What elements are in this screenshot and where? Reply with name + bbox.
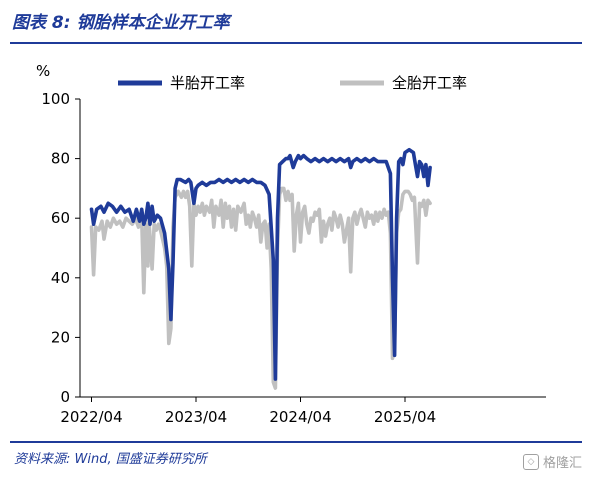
chart-series	[89, 147, 432, 390]
legend-label: 全胎开工率	[392, 74, 467, 92]
footer-rule	[10, 441, 582, 443]
series-line-半胎开工率	[89, 147, 432, 381]
x-tick-label: 2022/04	[60, 408, 122, 426]
chart-legend: 半胎开工率 全胎开工率	[118, 74, 467, 92]
title-rule	[10, 42, 582, 44]
chart-axes: % 0 20 40 60 80 100 2022/04 2023/04 2024/04 2025/0…	[36, 62, 546, 426]
source-note: 资料来源: Wind, 国盛证券研究所	[14, 452, 207, 467]
figure-title: 图表 8: 钢胎样本企业开工率	[12, 13, 230, 33]
watermark-text: 格隆汇	[542, 456, 582, 471]
y-tick-label: 20	[51, 328, 70, 346]
y-tick-label: 60	[51, 209, 70, 227]
y-tick-label: 100	[41, 90, 70, 108]
watermark: ◇ 格隆汇	[522, 452, 582, 471]
y-tick-label: 40	[51, 269, 70, 287]
x-tick-label: 2023/04	[165, 408, 227, 426]
y-axis-unit-label: %	[36, 62, 50, 80]
x-tick-label: 2024/04	[269, 408, 331, 426]
x-tick-label: 2025/04	[374, 408, 436, 426]
series-line-全胎开工率	[89, 186, 432, 390]
y-tick-label: 80	[51, 150, 70, 168]
y-tick-label: 0	[60, 388, 70, 406]
watermark-logo-icon: ◇	[522, 453, 539, 470]
legend-label: 半胎开工率	[170, 74, 245, 92]
